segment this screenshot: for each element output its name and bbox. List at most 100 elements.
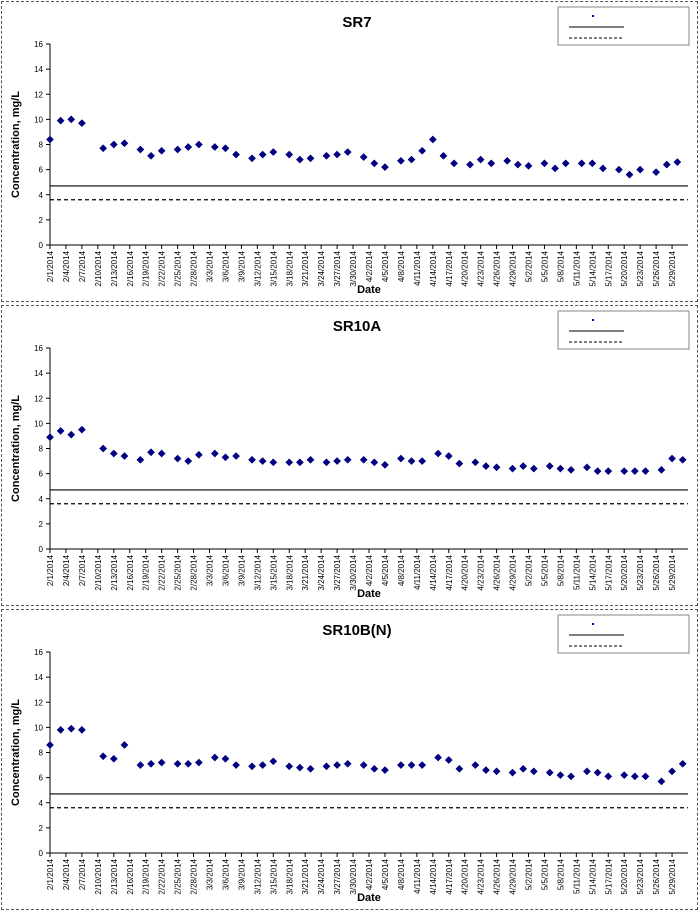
data-point <box>598 164 607 173</box>
x-tick-label: 2/25/2014 <box>174 858 183 894</box>
chart-title: SR10B(N) <box>322 622 391 639</box>
data-point <box>513 160 522 169</box>
x-tick-label: 4/29/2014 <box>509 554 518 590</box>
x-tick-label: 2/1/2014 <box>46 554 55 586</box>
x-tick-label: 3/18/2014 <box>285 554 294 590</box>
x-tick-label: 5/2/2014 <box>525 858 534 890</box>
data-point <box>657 777 666 786</box>
data-point <box>620 467 629 476</box>
y-tick-label: 4 <box>39 495 44 504</box>
x-tick-label: 2/13/2014 <box>110 250 119 286</box>
data-point <box>466 160 474 169</box>
data-point <box>614 165 623 174</box>
y-tick-label: 2 <box>39 824 44 833</box>
x-tick-label: 2/19/2014 <box>142 250 151 286</box>
data-point <box>109 754 118 763</box>
x-tick-label: 2/7/2014 <box>78 250 87 282</box>
y-tick-label: 6 <box>39 774 44 783</box>
x-tick-label: 5/20/2014 <box>620 250 629 286</box>
data-point <box>120 452 129 460</box>
data-point <box>343 148 352 156</box>
data-point <box>434 753 443 762</box>
x-tick-label: 5/29/2014 <box>668 554 677 590</box>
data-point <box>668 767 677 776</box>
x-tick-label: 4/29/2014 <box>509 250 518 286</box>
data-point <box>630 467 639 476</box>
legend <box>557 6 690 46</box>
legend-box <box>557 614 690 654</box>
data-point <box>556 771 565 780</box>
data-point <box>136 145 145 154</box>
y-tick-label: 14 <box>34 369 43 378</box>
data-point <box>668 454 677 463</box>
legend-marker-icon <box>592 319 594 321</box>
data-point <box>359 455 368 464</box>
data-point <box>295 155 304 164</box>
data-point <box>444 756 453 764</box>
y-tick-label: 14 <box>34 673 43 682</box>
x-tick-label: 2/22/2014 <box>158 250 167 286</box>
data-point <box>109 449 118 458</box>
x-tick-label: 3/30/2014 <box>349 554 358 590</box>
x-tick-label: 2/7/2014 <box>78 858 87 890</box>
y-tick-label: 0 <box>39 849 44 858</box>
chart-title: SR7 <box>342 14 371 31</box>
data-point <box>269 757 278 766</box>
data-point <box>285 762 294 771</box>
x-tick-label: 5/17/2014 <box>604 250 613 286</box>
data-point <box>67 724 76 733</box>
data-point <box>232 150 241 159</box>
y-tick-label: 2 <box>39 216 44 225</box>
data-point <box>370 764 379 773</box>
x-tick-label: 4/8/2014 <box>397 554 406 586</box>
data-point <box>593 768 602 777</box>
data-point <box>210 143 219 151</box>
data-point <box>56 116 65 125</box>
x-tick-label: 4/26/2014 <box>493 554 502 590</box>
y-axis-label: Concentration, mg/L <box>10 91 22 198</box>
data-point <box>561 159 570 168</box>
data-point <box>630 772 639 781</box>
data-point <box>593 467 602 476</box>
x-tick-label: 4/11/2014 <box>413 858 422 894</box>
data-point <box>551 164 560 173</box>
data-point <box>258 457 267 466</box>
x-tick-label: 5/11/2014 <box>572 250 581 286</box>
y-tick-label: 6 <box>39 166 44 175</box>
chart-panel-sr10a: SR10A 0 2 4 6 8 10 12 14 16 2/1/2014 2/4/2014 2/7/20… <box>1 305 698 606</box>
y-tick-label: 8 <box>39 141 44 150</box>
data-point <box>482 462 490 471</box>
x-tick-label: 5/14/2014 <box>588 554 597 590</box>
x-tick-label: 4/20/2014 <box>461 250 470 286</box>
data-point <box>306 764 315 773</box>
data-point <box>210 753 219 762</box>
x-axis-label: Date <box>357 892 381 904</box>
data-point <box>487 159 496 168</box>
x-tick-label: 5/23/2014 <box>636 250 645 286</box>
data-point <box>306 455 315 464</box>
x-tick-label: 3/18/2014 <box>285 858 294 894</box>
data-point <box>678 759 687 768</box>
data-point <box>248 762 256 771</box>
data-point <box>258 150 267 159</box>
data-point <box>455 459 464 468</box>
x-tick-label: 5/20/2014 <box>620 858 629 894</box>
x-tick-label: 4/5/2014 <box>381 250 390 282</box>
scatter-series <box>46 425 687 476</box>
x-tick-label: 4/20/2014 <box>461 858 470 894</box>
y-tick-label: 4 <box>39 191 44 200</box>
data-point <box>173 145 182 154</box>
x-tick-label: 4/11/2014 <box>413 250 422 286</box>
data-point <box>492 767 501 776</box>
x-tick-label: 2/4/2014 <box>62 858 71 890</box>
data-point <box>194 140 203 149</box>
data-point <box>620 771 629 780</box>
data-point <box>519 764 528 773</box>
x-tick-label: 5/5/2014 <box>540 858 549 890</box>
data-point <box>77 725 86 734</box>
y-tick-label: 16 <box>34 40 43 49</box>
x-axis-label: Date <box>357 588 381 600</box>
chart-panel-sr10bn: SR10B(N) 0 2 4 6 8 10 12 14 16 2/1/2014 2/4/2014 2/7… <box>1 609 698 910</box>
x-tick-label: 3/21/2014 <box>301 554 310 590</box>
x-tick-label: 3/27/2014 <box>333 554 342 590</box>
